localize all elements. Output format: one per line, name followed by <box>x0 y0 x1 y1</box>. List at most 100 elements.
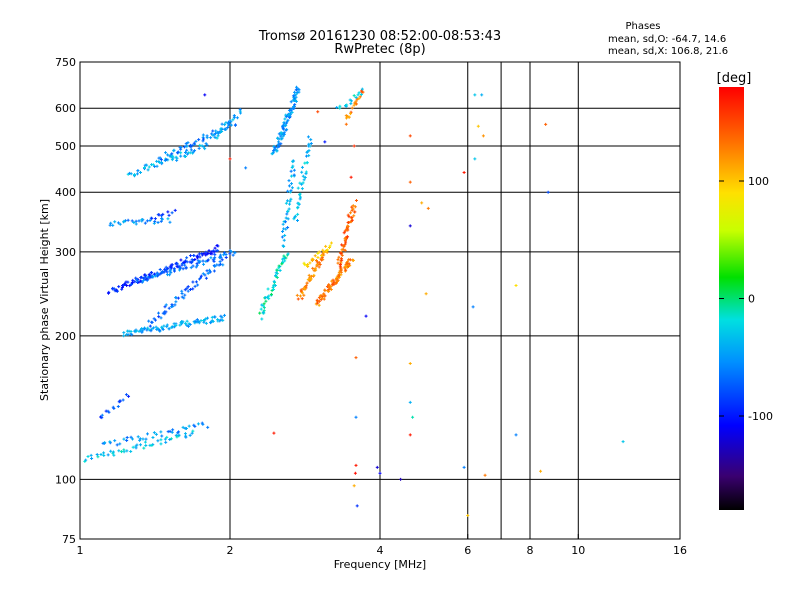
data-point <box>148 273 152 277</box>
data-point <box>106 453 110 457</box>
data-point <box>283 234 287 238</box>
data-point <box>327 283 331 287</box>
y-tick-label: 400 <box>55 186 76 199</box>
data-point <box>161 212 165 216</box>
data-point <box>190 143 194 147</box>
data-point <box>183 293 187 297</box>
data-point <box>228 119 232 123</box>
data-point <box>135 172 139 176</box>
data-point <box>179 147 183 151</box>
data-point <box>264 296 268 300</box>
data-point <box>316 251 320 255</box>
data-point <box>295 218 299 222</box>
data-point <box>120 450 124 454</box>
data-point <box>185 286 189 290</box>
data-point <box>340 248 344 252</box>
data-point <box>356 93 360 97</box>
data-point <box>193 258 197 262</box>
data-point <box>276 136 280 140</box>
data-point <box>86 455 90 459</box>
data-point <box>480 93 484 97</box>
data-point <box>260 317 264 321</box>
data-point <box>221 263 225 267</box>
data-point <box>200 144 204 148</box>
data-point <box>306 278 310 282</box>
data-point <box>353 471 357 475</box>
data-point <box>345 103 349 107</box>
data-point <box>336 261 340 265</box>
data-point <box>275 275 279 279</box>
data-point <box>204 253 208 257</box>
data-point <box>185 323 189 327</box>
data-point <box>340 253 344 257</box>
data-point <box>156 439 160 443</box>
data-point <box>189 266 193 270</box>
data-point <box>194 265 198 269</box>
data-point <box>305 281 309 285</box>
data-point <box>188 288 192 292</box>
data-point <box>335 106 339 110</box>
x-tick-label: 1 <box>77 544 84 557</box>
data-point <box>102 453 106 457</box>
x-tick-label: 6 <box>464 544 471 557</box>
data-point <box>260 303 264 307</box>
data-point <box>330 279 334 283</box>
data-point <box>346 213 350 217</box>
data-point <box>172 149 176 153</box>
data-point <box>288 202 292 206</box>
data-point <box>116 405 120 409</box>
data-point <box>354 415 358 419</box>
data-point <box>308 144 312 148</box>
data-point <box>312 273 316 277</box>
chart-subtitle: RwPretec (8p) <box>334 42 425 57</box>
data-point <box>144 437 148 441</box>
data-point <box>148 324 152 328</box>
data-point <box>349 102 353 106</box>
data-point <box>203 147 207 151</box>
data-point <box>131 437 135 441</box>
data-point <box>111 450 115 454</box>
data-point <box>294 92 298 96</box>
data-point <box>197 319 201 323</box>
data-point <box>183 151 187 155</box>
data-point <box>157 160 161 164</box>
data-point <box>160 217 164 221</box>
data-point <box>204 321 208 325</box>
data-point <box>272 150 276 154</box>
data-point <box>298 181 302 185</box>
data-point <box>172 269 176 273</box>
data-point <box>295 91 299 95</box>
data-point <box>191 259 195 263</box>
data-point <box>196 254 200 258</box>
data-point <box>179 154 183 158</box>
data-point <box>539 469 543 473</box>
data-point <box>294 95 298 99</box>
data-point <box>136 435 140 439</box>
data-point <box>408 224 412 228</box>
data-point <box>296 297 300 301</box>
data-point <box>196 422 200 426</box>
data-point <box>211 319 215 323</box>
data-point <box>168 220 172 224</box>
data-point <box>151 163 155 167</box>
data-point <box>180 295 184 299</box>
phase-stats-x: mean, sd,X: 106.8, 21.6 <box>608 46 728 57</box>
data-point <box>323 140 327 144</box>
data-point <box>159 158 163 162</box>
data-point <box>358 95 362 99</box>
data-point <box>192 254 196 258</box>
data-point <box>112 453 116 457</box>
x-axis-label: Frequency [MHz] <box>334 558 426 571</box>
colorbar-tick-label: -100 <box>748 410 773 423</box>
y-tick-label: 75 <box>62 533 76 546</box>
data-point <box>189 261 193 265</box>
data-point <box>151 275 155 279</box>
data-point <box>350 99 354 103</box>
data-point <box>352 103 356 107</box>
data-point <box>144 274 148 278</box>
data-point <box>224 252 228 256</box>
data-point <box>219 127 223 131</box>
data-point <box>156 273 160 277</box>
data-point <box>100 413 104 417</box>
data-point <box>360 87 364 91</box>
